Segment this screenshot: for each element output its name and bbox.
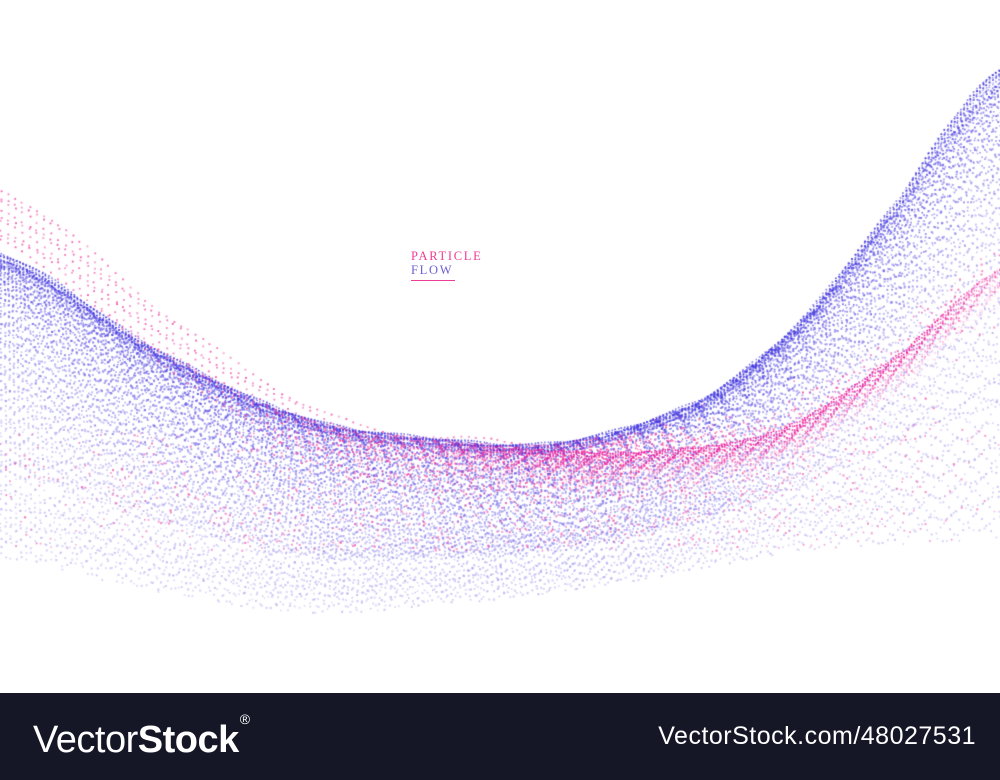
image-url-watermark: VectorStock.com/48027531 [658,722,976,750]
logo-text-stock: Stock [137,719,239,761]
caption-line-flow: FLOW [411,263,454,277]
watermark-footer-bar: VectorStock® VectorStock.com/48027531 [0,693,1000,780]
vectorstock-logo: VectorStock® [33,711,250,762]
caption-line-particle: PARTICLE [411,249,483,263]
registered-mark: ® [239,711,250,727]
caption-underline [411,280,455,281]
artwork-caption: PARTICLE FLOW [411,250,482,281]
logo-text-vector: Vector [33,719,138,761]
